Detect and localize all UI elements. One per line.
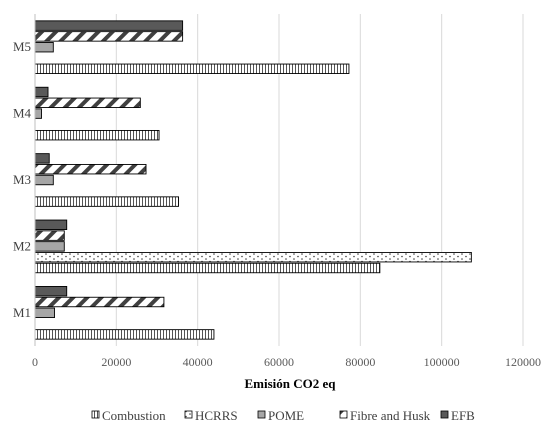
bar-m2-pome — [34, 241, 65, 252]
x-tick-label: 100000 — [424, 355, 460, 369]
legend-swatch — [184, 410, 193, 419]
bar-m5-fibre-and-husk — [34, 31, 184, 42]
bar-m4-pome — [34, 108, 42, 119]
x-tick-label: 60000 — [264, 355, 294, 369]
bar-m5-efb — [34, 20, 184, 31]
axes: 0 20000 40000 60000 80000 100000 120000 M1 M2 M3 M… — [13, 14, 541, 369]
bar-m1-fibre-and-husk — [34, 296, 165, 308]
legend-swatch — [257, 410, 266, 419]
bar-m3-pome — [34, 174, 54, 186]
x-tick-label: 120000 — [505, 355, 541, 369]
bar-m5-combustion — [34, 63, 350, 75]
bar-m2-fibre-and-husk — [34, 230, 65, 241]
y-category-label: M1 — [13, 305, 31, 320]
legend-swatch — [91, 410, 100, 419]
bar-m3-fibre-and-husk — [34, 163, 147, 175]
legend-label: Combustion — [102, 408, 166, 423]
legend-label: POME — [268, 408, 304, 423]
bar-m1-efb — [34, 286, 68, 297]
bar-m1-pome — [34, 307, 55, 318]
y-category-label: M2 — [13, 238, 31, 253]
bar-m2-hcrrs — [34, 251, 472, 263]
bar-m2-efb — [34, 219, 68, 231]
y-category-label: M4 — [13, 106, 32, 121]
legend-swatch — [440, 410, 449, 419]
x-tick-label: 80000 — [345, 355, 375, 369]
y-category-label: M3 — [13, 172, 31, 187]
legend-label: Fibre and Husk — [350, 408, 431, 423]
bar-m3-efb — [34, 153, 50, 164]
bars — [34, 20, 472, 340]
y-category-label: M5 — [13, 39, 31, 54]
bar-m5-pome — [34, 42, 54, 53]
x-tick-label: 20000 — [101, 355, 131, 369]
bar-m2-combustion — [34, 262, 381, 274]
bar-m4-fibre-and-husk — [34, 97, 141, 109]
legend: Combustion HCRRS POME Fibre and Husk EFB — [91, 408, 475, 423]
x-tick-label: 0 — [32, 355, 38, 369]
bar-m4-efb — [34, 86, 49, 98]
legend-label: HCRRS — [195, 408, 238, 423]
bar-m1-combustion — [34, 329, 215, 340]
x-axis-title: Emisión CO2 eq — [244, 376, 336, 391]
bar-m4-combustion — [34, 129, 160, 141]
legend-swatch — [339, 410, 348, 419]
legend-label: EFB — [451, 408, 475, 423]
x-tick-label: 40000 — [183, 355, 213, 369]
bar-m3-combustion — [34, 196, 180, 207]
